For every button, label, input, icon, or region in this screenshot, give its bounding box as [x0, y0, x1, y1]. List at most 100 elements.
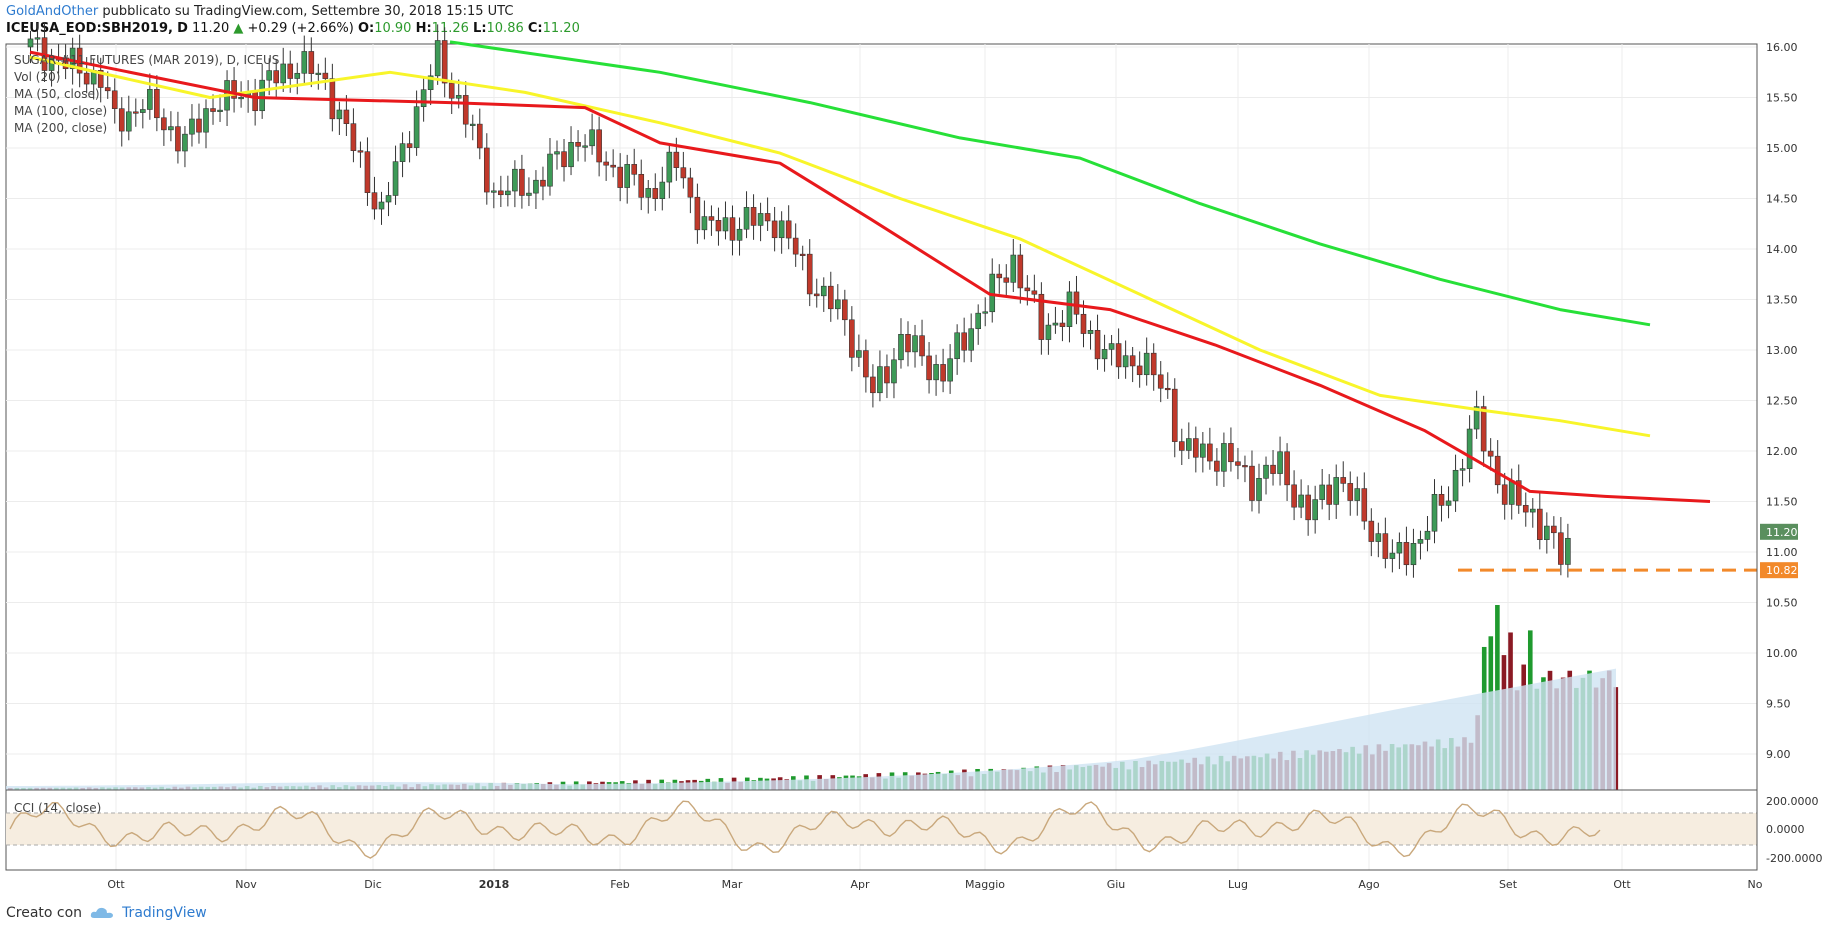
legend-item: MA (200, close): [14, 121, 107, 135]
candle-body: [834, 299, 841, 310]
candle-body: [1045, 324, 1052, 340]
candle-body: [708, 216, 715, 221]
candle-body: [1031, 290, 1038, 295]
x-tick-label: No: [1748, 878, 1763, 891]
price-tick-label: 12.00: [1766, 445, 1798, 458]
candle-body: [1235, 461, 1241, 466]
candle-body: [315, 72, 322, 75]
created-with-text: Creato con: [6, 905, 83, 921]
tradingview-cloud-icon: [90, 907, 114, 918]
x-tick-label: 2018: [479, 878, 510, 891]
support-label: 10.82: [1766, 564, 1798, 577]
candle-body: [771, 220, 778, 239]
candle-body: [413, 106, 420, 148]
price-tick-label: 12.50: [1766, 395, 1798, 408]
candle-body: [196, 118, 202, 133]
candle-body: [512, 168, 518, 192]
candle-body: [1186, 438, 1192, 451]
candle-body: [582, 145, 588, 148]
candle-body: [561, 151, 567, 168]
published-text: pubblicato su TradingView.com, Settembre…: [102, 4, 514, 19]
x-tick-label: Giu: [1107, 878, 1126, 891]
x-tick-label: Ott: [107, 878, 125, 891]
candle-body: [540, 179, 546, 187]
low-value: 10.86: [486, 21, 524, 36]
candle-body: [1298, 494, 1304, 508]
candle-body: [1501, 484, 1508, 505]
x-tick-label: Nov: [235, 878, 257, 891]
candle-body: [596, 129, 602, 163]
candle-body: [217, 109, 223, 112]
candle-body: [336, 109, 343, 120]
x-tick-label: Ago: [1358, 878, 1380, 891]
candle-body: [1143, 352, 1150, 376]
candle-body: [1347, 483, 1354, 501]
candle-body: [1284, 451, 1290, 486]
candle-body: [694, 196, 701, 231]
candle-body: [645, 188, 652, 198]
cci-line: [9, 800, 1601, 859]
candle-body: [666, 151, 673, 183]
candle-body: [97, 70, 104, 88]
candle-body: [575, 142, 581, 147]
candle-body: [1115, 343, 1122, 368]
candle-body: [273, 70, 280, 84]
candle-body: [1073, 291, 1080, 315]
candle-body: [1249, 465, 1255, 501]
candle-body: [547, 153, 553, 187]
candle-body: [1452, 469, 1459, 502]
candle-body: [1059, 322, 1066, 327]
candle-body: [125, 111, 132, 132]
candle-body: [266, 70, 272, 81]
candle-body: [147, 89, 153, 110]
candle-body: [476, 123, 483, 149]
candle-body: [483, 147, 490, 193]
candle-body: [1438, 494, 1445, 506]
candle-body: [799, 253, 806, 256]
candle-body: [505, 190, 511, 196]
candle-body: [406, 143, 413, 148]
candle-body: [926, 355, 932, 381]
candle-body: [301, 51, 308, 74]
candle-body: [673, 151, 680, 168]
candle-body: [1305, 494, 1311, 521]
x-tick-label: Ott: [1613, 878, 1631, 891]
candle-body: [1010, 254, 1017, 283]
candle-body: [1459, 468, 1466, 471]
candle-body: [968, 328, 974, 351]
candle-body: [1424, 530, 1431, 540]
price-tick-label: 14.50: [1766, 193, 1798, 206]
candle-body: [533, 179, 539, 194]
candle-body: [1193, 438, 1199, 458]
tradingview-brand-link[interactable]: TradingView: [122, 905, 207, 921]
candle-body: [631, 164, 638, 175]
candle-body: [364, 151, 371, 193]
high-value: 11.26: [431, 21, 469, 36]
price-tick-label: 9.50: [1766, 698, 1791, 711]
candle-body: [34, 37, 41, 40]
candle-body: [161, 117, 167, 131]
candle-body: [1522, 505, 1529, 513]
price-tick-label: 11.00: [1766, 546, 1798, 559]
price-tick-label: 15.50: [1766, 92, 1798, 105]
candle-body: [778, 220, 785, 239]
candle-body: [1487, 450, 1494, 457]
candle-body: [399, 143, 406, 162]
candle-body: [441, 40, 448, 84]
candle-body: [842, 299, 848, 321]
legend-title: SUGAR #11 FUTURES (MAR 2019), D, ICEUS: [14, 53, 279, 67]
candle-body: [827, 285, 834, 310]
candle-body: [659, 181, 666, 199]
volume-ma-area: [6, 668, 1616, 790]
candle-body: [1277, 451, 1283, 474]
footer: Creato con TradingView: [6, 905, 207, 921]
candle-body: [427, 75, 434, 90]
candle-body: [238, 97, 244, 100]
cci-tick-label: 0.0000: [1766, 823, 1805, 836]
candle-body: [1101, 349, 1108, 360]
symbol-name: ICEUSA_EOD:SBH2019,: [6, 21, 173, 36]
candle-body: [568, 142, 574, 168]
author-link[interactable]: GoldAndOther: [6, 4, 99, 19]
